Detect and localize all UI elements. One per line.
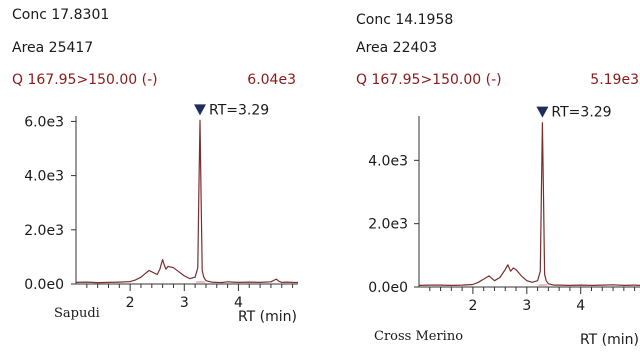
chromatogram-panel-cross-merino: Conc 14.1958 Area 22403 Q 167.95>150.00 … [356,12,640,348]
x-tick-label: 2 [126,295,135,311]
peak-rt-label: RT=3.29 [209,102,269,118]
y-tick-label: 2.0e3 [368,217,408,233]
sample-name: Sapudi [54,306,100,321]
plot-area: 0.0e0 2.0e3 4.0e3 2 3 4 RT=3.29 [368,105,640,314]
x-axis-title: RT (min) [238,309,297,325]
x-tick-label: 3 [522,298,531,314]
sample-name: Cross Merino [374,329,463,344]
y-tick-label: 6.0e3 [24,114,64,130]
max-intensity-label: 6.04e3 [247,72,296,88]
x-tick-label: 3 [180,295,189,311]
y-tick-label: 4.0e3 [368,153,408,169]
conc-label: Conc 17.8301 [12,7,109,23]
max-intensity-label: 5.19e3 [590,72,639,88]
plot-area: 0.0e0 2.0e3 4.0e3 6.0e3 2 3 4 RT=3.29 [24,102,299,311]
peak-rt-label: RT=3.29 [551,105,611,121]
chromatogram-trace [75,119,299,284]
peak-marker [193,104,206,116]
area-label: Area 25417 [12,40,93,56]
peak-marker [536,106,549,118]
y-tick-label: 2.0e3 [24,223,64,239]
x-tick-label: 4 [234,295,243,311]
conc-label: Conc 14.1958 [356,12,453,28]
x-axis-title: RT (min) [580,332,639,348]
chromatogram-trace [418,122,640,286]
x-tick-label: 2 [468,298,477,314]
trace-label: Q 167.95>150.00 (-) [12,72,158,88]
chromatogram-panel-sapudi: Conc 17.8301 Area 25417 Q 167.95>150.00 … [12,7,299,325]
y-tick-label: 0.0e0 [24,277,64,293]
trace-label: Q 167.95>150.00 (-) [356,72,502,88]
y-tick-label: 4.0e3 [24,169,64,185]
area-label: Area 22403 [356,40,437,56]
y-tick-label: 0.0e0 [368,280,408,296]
x-tick-label: 4 [576,298,585,314]
